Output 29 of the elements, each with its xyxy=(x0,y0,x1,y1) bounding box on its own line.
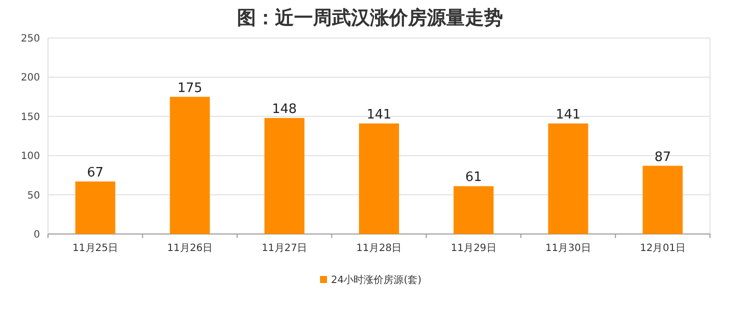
data-label: 61 xyxy=(465,170,482,186)
bar xyxy=(642,166,683,234)
bar xyxy=(75,181,116,234)
bar xyxy=(454,186,494,234)
y-tick-label: 0 xyxy=(34,230,40,240)
y-tick-label: 100 xyxy=(20,151,40,162)
x-tick-label: 11月29日 xyxy=(450,243,496,254)
data-label: 141 xyxy=(366,107,392,122)
data-label: 175 xyxy=(177,80,202,96)
data-label: 148 xyxy=(272,102,297,117)
data-label: 87 xyxy=(654,150,671,165)
y-tick-label: 50 xyxy=(27,190,40,202)
bar xyxy=(170,96,210,234)
x-tick-label: 11月27日 xyxy=(262,243,308,254)
y-tick-label: 200 xyxy=(20,72,40,84)
x-tick-label: 11月30日 xyxy=(545,243,591,254)
data-label: 67 xyxy=(87,165,104,180)
y-tick-label: 250 xyxy=(20,34,40,44)
x-tick-label: 12月01日 xyxy=(640,243,686,254)
bar xyxy=(548,123,588,234)
x-tick-label: 11月28日 xyxy=(356,243,402,254)
chart-title: 图：近一周武汉涨价房源量走势 xyxy=(237,7,503,29)
x-tick-label: 11月25日 xyxy=(72,243,118,254)
legend-label: 24小时涨价房源(套) xyxy=(331,274,422,286)
bar xyxy=(359,123,399,234)
y-tick-label: 150 xyxy=(20,112,40,123)
data-label: 141 xyxy=(556,107,581,122)
x-tick-label: 11月26日 xyxy=(167,243,213,254)
bar xyxy=(264,118,304,234)
